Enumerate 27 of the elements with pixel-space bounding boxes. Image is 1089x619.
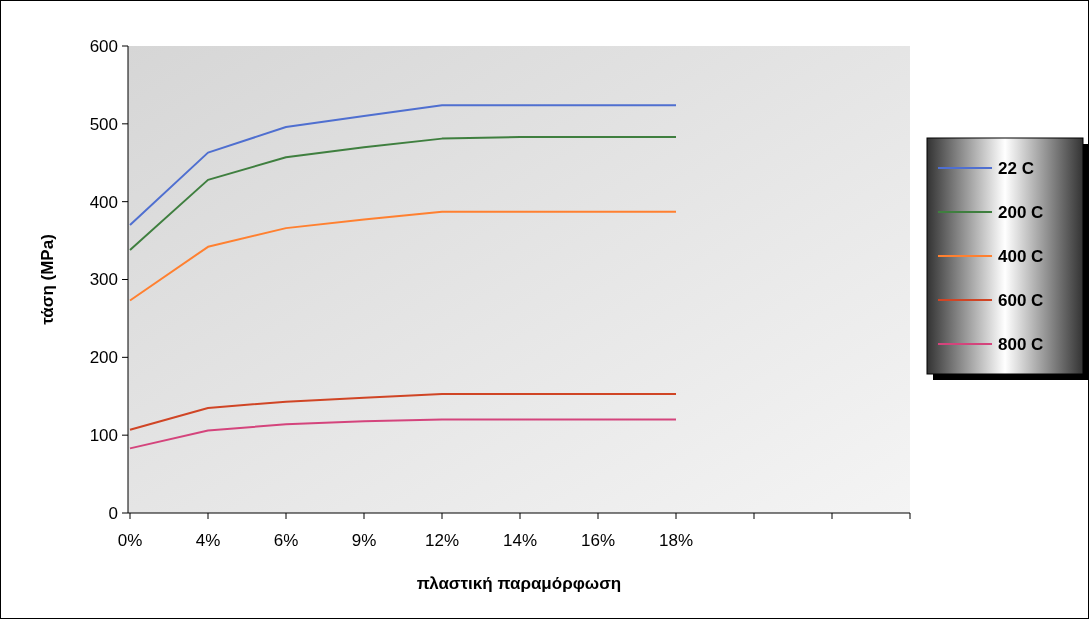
line-series	[129, 392, 677, 431]
x-tick-label: 18%	[658, 531, 694, 550]
y-axis-title: τάση (MPa)	[38, 234, 57, 325]
line-series	[129, 418, 677, 450]
x-tick-label: 16%	[580, 531, 616, 550]
y-tick-label: 200	[89, 348, 118, 368]
line-series	[129, 136, 677, 251]
x-tick-label: 4%	[195, 531, 221, 550]
legend-label: 400 C	[998, 246, 1044, 266]
y-tick-label: 500	[89, 114, 118, 134]
line-series	[129, 210, 677, 302]
x-tick-label: 0%	[117, 531, 143, 550]
legend-label: 800 C	[998, 334, 1044, 354]
legend-label: 200 C	[998, 202, 1044, 222]
legend-label: 22 C	[998, 158, 1034, 178]
y-tick-label: 0	[108, 503, 118, 523]
x-tick-label: 12%	[424, 531, 460, 550]
y-tick-label: 100	[89, 426, 118, 446]
y-tick-label: 300	[89, 270, 118, 290]
line-series	[129, 104, 677, 227]
x-tick-label: 14%	[502, 531, 538, 550]
y-tick-label: 600	[89, 36, 118, 56]
x-tick-label: 9%	[351, 531, 377, 550]
y-tick-label: 400	[89, 192, 118, 212]
x-tick-label: 6%	[273, 531, 299, 550]
legend-label: 600 C	[998, 290, 1044, 310]
x-axis-title: πλαστική παραμόρφωση	[416, 574, 622, 593]
